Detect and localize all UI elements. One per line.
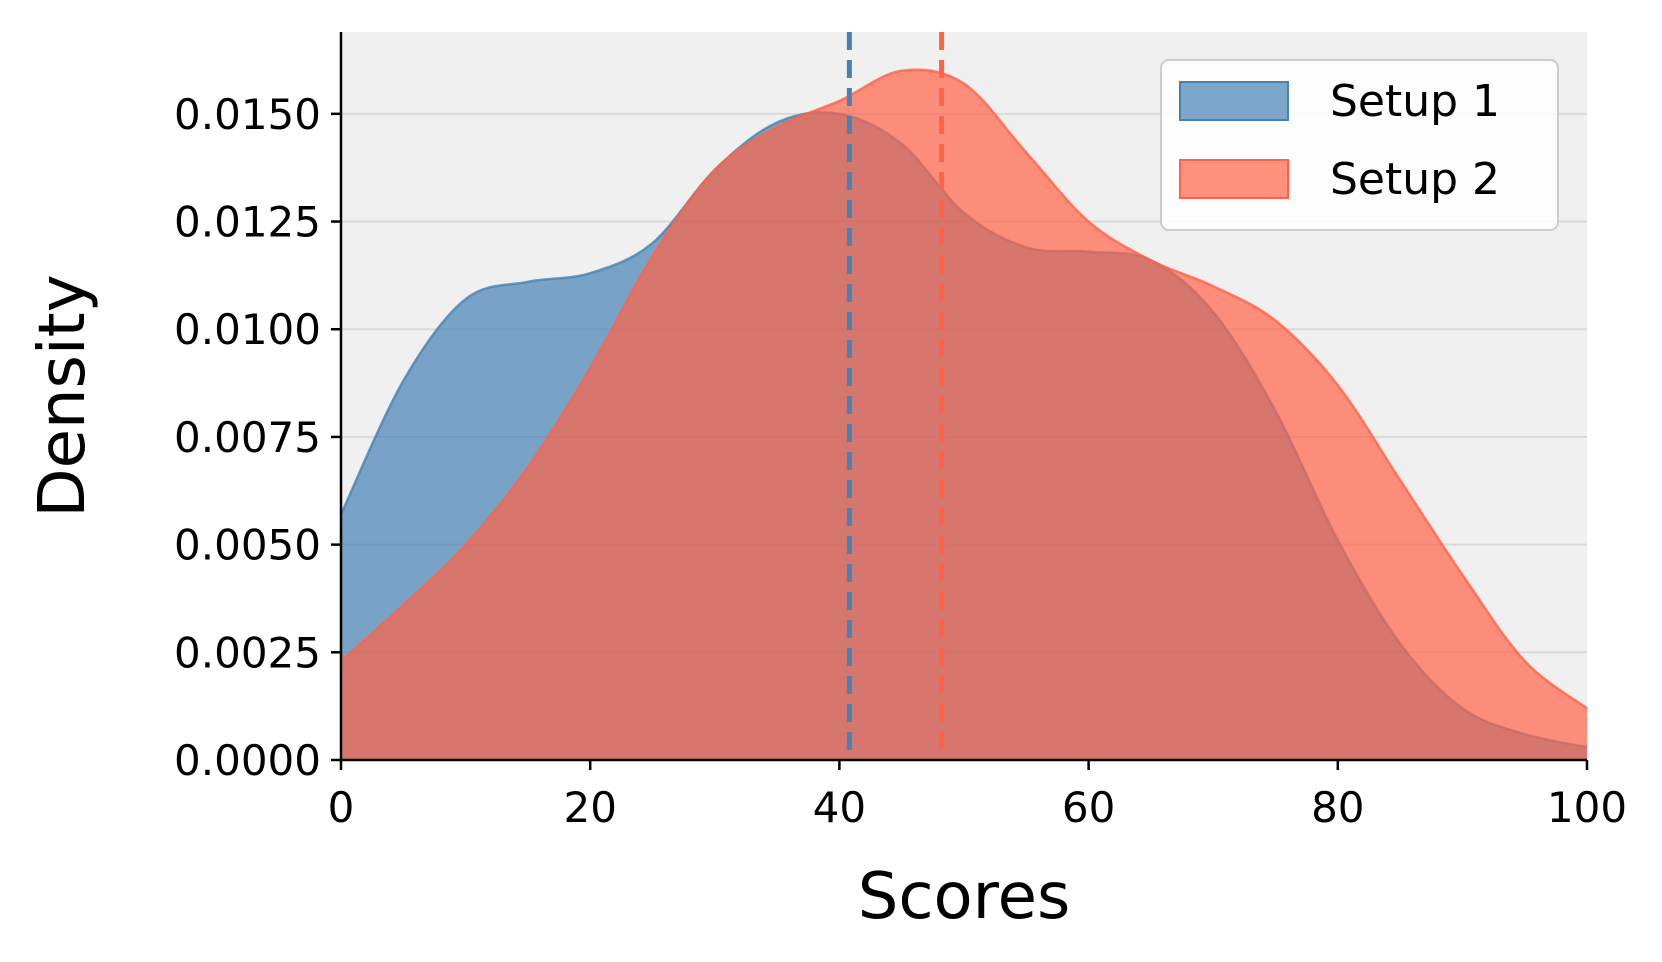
legend: Setup 1 Setup 2 xyxy=(1160,59,1559,231)
density-areas xyxy=(339,68,1588,761)
x-axis-label: Scores xyxy=(858,860,1071,934)
y-tick-label: 0.0150 xyxy=(174,90,321,139)
x-tick-label: 20 xyxy=(563,783,616,832)
y-ticks: 0.0000 0.0025 0.0050 0.0075 0.0100 0.0125 0.01… xyxy=(174,90,341,785)
y-tick-label: 0.0050 xyxy=(174,521,321,570)
legend-label-setup-2: Setup 2 xyxy=(1330,154,1500,205)
legend-label-setup-1: Setup 1 xyxy=(1330,76,1500,127)
y-axis-label: Density xyxy=(26,274,100,517)
x-tick-label: 80 xyxy=(1311,783,1364,832)
legend-swatch-setup-2 xyxy=(1179,159,1289,199)
y-tick-label: 0.0075 xyxy=(174,413,321,462)
mean-lines xyxy=(846,32,945,760)
x-tick-label: 60 xyxy=(1062,783,1115,832)
density-area-setup-2 xyxy=(341,69,1587,760)
x-tick-label: 0 xyxy=(328,783,355,832)
legend-swatch-setup-1 xyxy=(1179,81,1289,121)
y-tick-label: 0.0000 xyxy=(174,736,321,785)
y-tick-label: 0.0025 xyxy=(174,628,321,677)
x-tick-label: 40 xyxy=(813,783,866,832)
density-line-setup-2 xyxy=(340,68,1588,710)
x-tick-label: 100 xyxy=(1547,783,1627,832)
y-tick-label: 0.0100 xyxy=(174,305,321,354)
axes xyxy=(339,32,1587,762)
x-ticks: 0 20 40 60 80 100 xyxy=(328,760,1627,832)
y-tick-label: 0.0125 xyxy=(174,198,321,247)
